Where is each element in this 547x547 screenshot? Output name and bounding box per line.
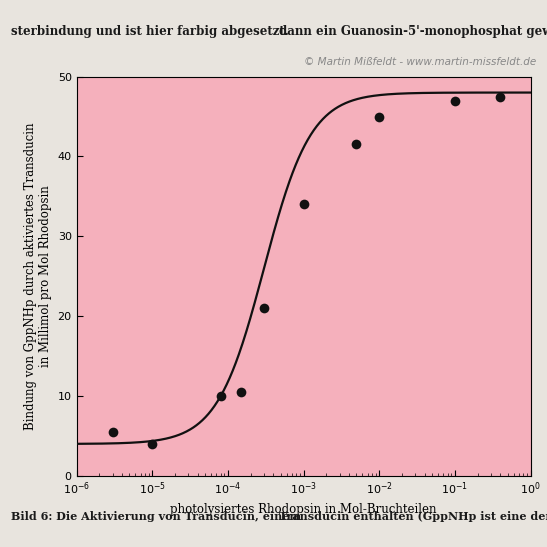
Text: © Martin Mißfeldt - www.martin-missfeldt.de: © Martin Mißfeldt - www.martin-missfeldt…: [304, 57, 536, 67]
Point: [148, 440, 156, 449]
Text: Bild 6: Die Aktivierung von Transducin, einem: Bild 6: Die Aktivierung von Transducin, …: [11, 511, 301, 522]
Point: [352, 140, 361, 149]
Point: [375, 112, 383, 121]
Text: Transducin enthalten (GppNHp ist eine dem: Transducin enthalten (GppNHp ist eine de…: [279, 511, 547, 522]
Point: [260, 304, 269, 312]
Point: [108, 428, 117, 437]
Point: [237, 388, 246, 397]
Text: dann ein Guanosin-5'-monophosphat geworden.: dann ein Guanosin-5'-monophosphat geword…: [279, 25, 547, 38]
Y-axis label: Bindung von GppNHp durch aktiviertes Transducin
in Millimol pro Mol Rhodopsin: Bindung von GppNHp durch aktiviertes Tra…: [24, 123, 52, 430]
Point: [496, 92, 505, 101]
Point: [299, 200, 308, 209]
Point: [451, 96, 459, 105]
Text: sterbindung und ist hier farbig abgesetzt.: sterbindung und ist hier farbig abgesetz…: [11, 25, 289, 38]
X-axis label: photolysiertes Rhodopsin in Mol-Bruchteilen: photolysiertes Rhodopsin in Mol-Bruchtei…: [170, 503, 437, 516]
Point: [216, 392, 225, 400]
